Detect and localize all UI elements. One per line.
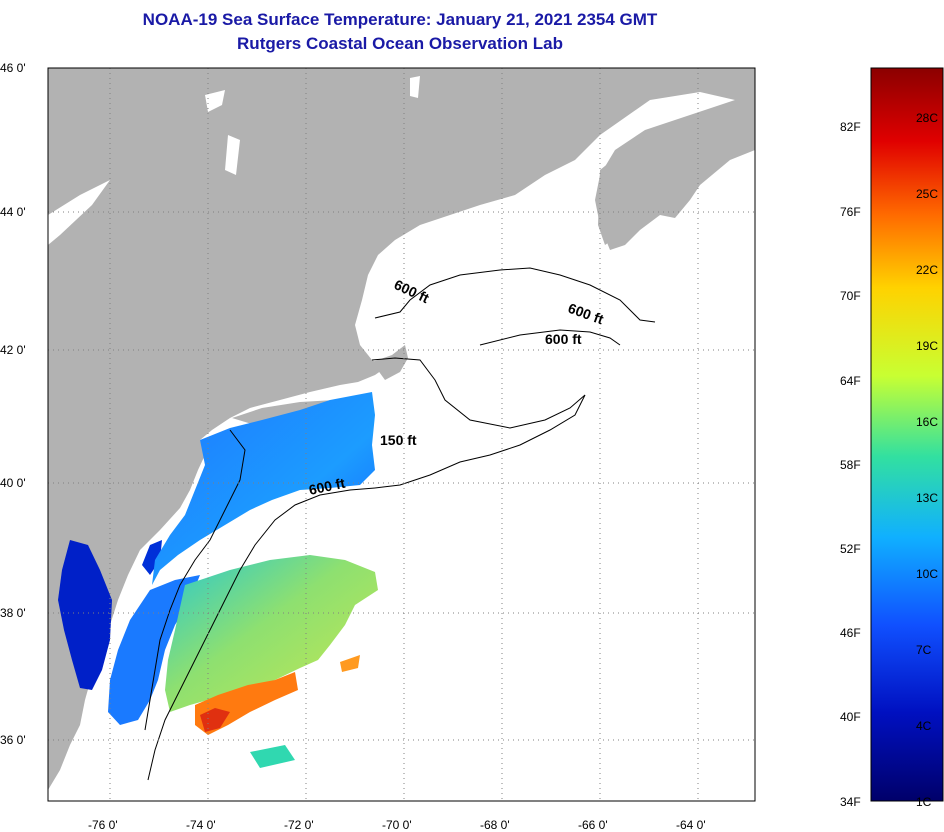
lon-axis: -76 0' -74 0' -72 0' -70 0' -68 0' -66 0… [88, 818, 706, 832]
sst-patch [340, 655, 360, 672]
lat-label: 40 0' [0, 476, 26, 490]
colorbar-c-label: 4C [916, 719, 932, 733]
colorbar-c-label: 16C [916, 415, 938, 429]
colorbar-f-label: 52F [840, 542, 861, 556]
lake [48, 76, 420, 245]
lat-label: 46 0' [0, 61, 26, 75]
isobath-contours [144, 267, 656, 781]
colorbar-f-label: 58F [840, 458, 861, 472]
colorbar-c-label: 13C [916, 491, 938, 505]
colorbar-celsius-labels: 28C 25C 22C 19C 16C 13C 10C 7C 4C 1C [916, 111, 938, 809]
sst-southern-shelf [108, 575, 200, 725]
map-title: NOAA-19 Sea Surface Temperature: January… [142, 10, 658, 29]
colorbar-c-label: 1C [916, 795, 932, 809]
colorbar-c-label: 7C [916, 643, 932, 657]
colorbar-f-label: 40F [840, 710, 861, 724]
lon-label: -70 0' [382, 818, 412, 832]
lon-label: -64 0' [676, 818, 706, 832]
colorbar-f-label: 82F [840, 120, 861, 134]
lat-label: 42 0' [0, 343, 26, 357]
land-cape-cod [372, 345, 408, 380]
graticule [48, 68, 755, 801]
bay [142, 540, 162, 575]
lat-axis: 46 0' 44 0' 42 0' 40 0' 38 0' 36 0' [0, 61, 26, 747]
colorbar-f-label: 46F [840, 626, 861, 640]
lat-label: 38 0' [0, 606, 26, 620]
lat-label: 44 0' [0, 205, 26, 219]
lon-label: -66 0' [578, 818, 608, 832]
contour-label: 600 ft [307, 475, 346, 498]
land-nova-scotia [598, 108, 745, 245]
colorbar-fahrenheit-labels: 82F 76F 70F 64F 58F 52F 46F 40F 34F [840, 120, 861, 809]
map-frame [47, 67, 756, 802]
contour-label: 150 ft [380, 432, 417, 448]
colorbar-f-label: 76F [840, 205, 861, 219]
colorbar-c-label: 10C [916, 567, 938, 581]
colorbar-f-label: 64F [840, 374, 861, 388]
colorbar-f-label: 70F [840, 289, 861, 303]
colorbar [870, 67, 944, 802]
colorbar-c-label: 25C [916, 187, 938, 201]
colorbar-c-label: 19C [916, 339, 938, 353]
colorbar-c-label: 22C [916, 263, 938, 277]
lon-label: -72 0' [284, 818, 314, 832]
lat-label: 36 0' [0, 733, 26, 747]
lon-label: -76 0' [88, 818, 118, 832]
land-mainland [48, 68, 755, 790]
map-subtitle: Rutgers Coastal Ocean Observation Lab [237, 34, 563, 53]
lon-label: -68 0' [480, 818, 510, 832]
lon-label: -74 0' [186, 818, 216, 832]
sst-slope-water [165, 555, 378, 712]
contour-label: 600 ft [545, 331, 582, 347]
colorbar-f-label: 34F [840, 795, 861, 809]
colorbar-c-label: 28C [916, 111, 938, 125]
bay [58, 540, 112, 690]
sst-patch [250, 745, 295, 768]
sst-shelf-water [152, 392, 375, 585]
